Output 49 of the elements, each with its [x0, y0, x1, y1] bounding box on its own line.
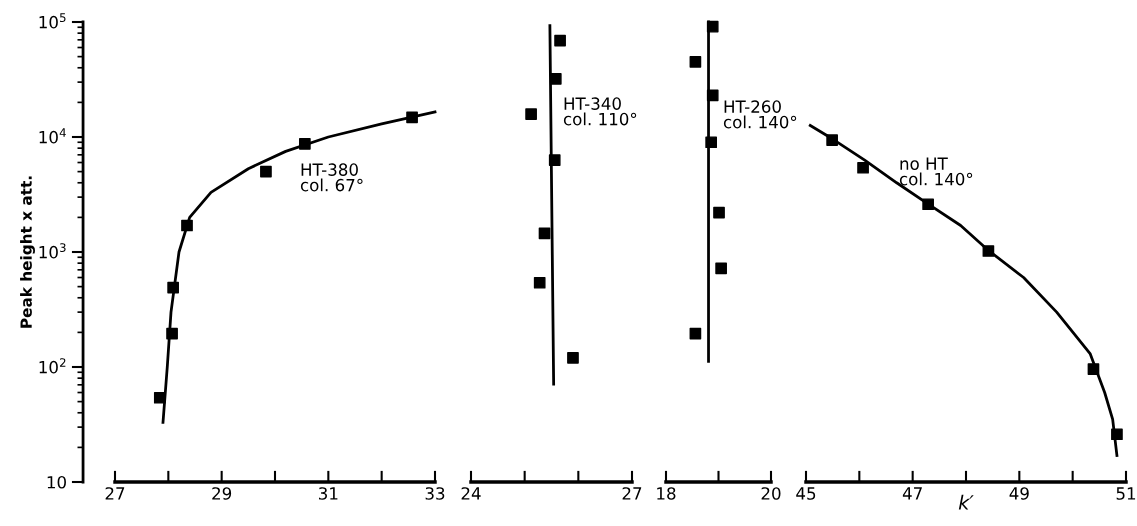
y-axis-title: Peak height x att. [20, 176, 35, 328]
point [713, 206, 725, 219]
point [525, 108, 537, 120]
point [706, 89, 719, 102]
x-tick-label: 27 [622, 487, 642, 500]
annotation: HT-380 col. 67° [300, 163, 363, 192]
point [406, 111, 418, 124]
point [982, 245, 995, 257]
point [706, 20, 719, 33]
x-tick-label: 45 [796, 487, 816, 500]
point [689, 327, 702, 340]
x-tick-label: 31 [319, 487, 338, 500]
y-tick-label: 10$^{2}$ [39, 358, 66, 374]
point [548, 154, 561, 166]
y-tick-label: 10$^{4}$ [39, 128, 66, 144]
point [554, 34, 566, 47]
point [153, 391, 166, 404]
point [857, 161, 869, 174]
x-tick-label: 33 [425, 487, 445, 500]
x-axis-title: k′ [958, 494, 974, 510]
x-tick-label: 20 [761, 487, 781, 500]
x-tick-label: 47 [902, 487, 922, 500]
point [167, 281, 179, 294]
point [299, 138, 311, 150]
point [260, 165, 272, 178]
point [1087, 363, 1100, 375]
point [181, 219, 193, 232]
point [1111, 428, 1123, 441]
point [715, 262, 727, 275]
x-tick-label: 18 [657, 487, 676, 500]
point [538, 227, 551, 240]
y-tick-label: 10$^{5}$ [39, 13, 66, 29]
point [922, 198, 934, 211]
annotation: HT-260 col. 140° [723, 100, 797, 129]
y-tick-label: 10$^{3}$ [39, 243, 66, 259]
point [705, 136, 717, 149]
annotation: no HT col. 140° [899, 157, 973, 186]
annotation: HT-340 col. 110° [563, 97, 637, 126]
point [567, 352, 579, 364]
x-tick-label: 27 [105, 487, 125, 500]
x-tick-label: 51 [1116, 487, 1136, 500]
point [166, 327, 178, 340]
x-tick-label: 29 [212, 487, 232, 500]
x-tick-label: 24 [461, 487, 481, 500]
point [826, 134, 838, 146]
x-tick-label: 49 [1009, 487, 1029, 500]
point [533, 276, 546, 289]
point [689, 56, 702, 68]
y-tick-label: 10 [47, 475, 66, 489]
